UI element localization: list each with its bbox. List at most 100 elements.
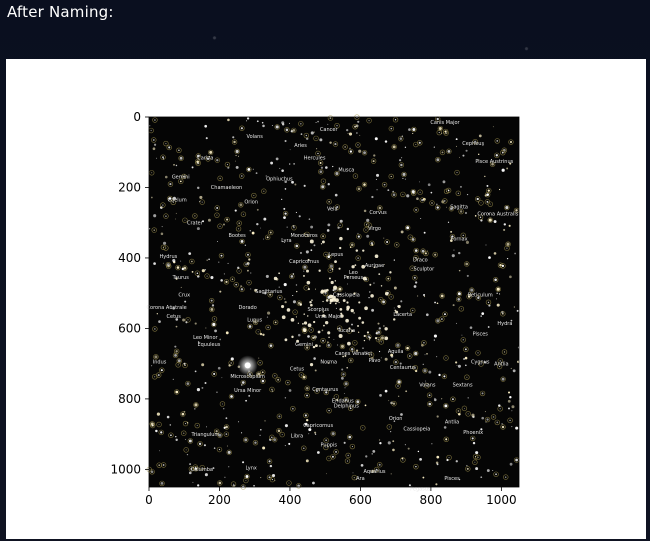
star xyxy=(393,259,395,261)
star xyxy=(515,458,518,462)
star xyxy=(234,160,236,162)
star xyxy=(197,341,200,343)
star xyxy=(503,228,506,232)
star xyxy=(348,132,353,136)
constellation-labels: Canis Major Cepheus Pisce Austrinus Corona … xyxy=(147,120,519,492)
star-marker xyxy=(266,458,273,465)
star xyxy=(268,460,271,463)
star xyxy=(226,218,229,221)
star xyxy=(369,283,372,286)
star xyxy=(336,205,339,209)
star xyxy=(498,188,501,191)
star xyxy=(201,386,204,389)
star-marker xyxy=(348,405,354,412)
star xyxy=(413,276,416,279)
star-marker xyxy=(393,359,399,365)
star xyxy=(509,275,512,279)
star-marker xyxy=(175,264,181,271)
star xyxy=(405,390,408,393)
star xyxy=(338,334,343,339)
star xyxy=(507,399,511,403)
star-marker xyxy=(320,337,326,344)
star xyxy=(357,325,359,327)
star-marker xyxy=(209,306,215,313)
star xyxy=(425,380,427,382)
star-marker xyxy=(388,125,395,132)
star xyxy=(305,386,309,390)
star xyxy=(307,335,310,338)
star xyxy=(385,291,389,296)
star-plot: Canis Major Cepheus Pisce Austrinus Corona … xyxy=(110,110,520,507)
star xyxy=(202,220,204,223)
star xyxy=(172,307,176,310)
star xyxy=(303,313,306,315)
star xyxy=(359,134,361,136)
star-marker xyxy=(478,361,484,367)
star xyxy=(377,331,381,334)
star xyxy=(217,366,221,370)
star xyxy=(245,479,247,482)
star-marker xyxy=(505,241,511,247)
star xyxy=(458,478,461,481)
constellation-label: Lynx xyxy=(245,465,256,471)
star xyxy=(474,456,477,458)
star-marker xyxy=(485,299,492,305)
star-marker xyxy=(395,342,401,348)
star-marker xyxy=(494,138,500,144)
star xyxy=(160,482,164,485)
star-marker xyxy=(166,144,172,151)
star xyxy=(515,426,519,430)
star xyxy=(310,303,313,307)
star xyxy=(373,154,376,157)
star-marker xyxy=(411,126,417,133)
y-tick-label: 0 xyxy=(133,110,141,124)
constellation-label: Cancer xyxy=(320,127,339,133)
star xyxy=(226,164,228,166)
constellation-label: Cassiopeia xyxy=(403,427,430,433)
star-marker xyxy=(243,477,249,484)
star xyxy=(475,451,479,455)
star-marker xyxy=(174,389,180,395)
star-marker xyxy=(404,345,411,351)
star xyxy=(452,304,455,307)
star xyxy=(218,261,220,263)
star xyxy=(328,458,330,459)
star xyxy=(346,227,350,231)
star xyxy=(204,473,208,477)
star xyxy=(191,260,193,263)
star xyxy=(390,431,392,433)
star xyxy=(327,331,331,335)
star xyxy=(337,226,340,229)
star-marker xyxy=(290,406,296,412)
star xyxy=(384,389,388,393)
star xyxy=(260,227,262,229)
star xyxy=(346,301,349,304)
star xyxy=(162,464,165,466)
star xyxy=(466,467,469,470)
star xyxy=(486,184,489,187)
star xyxy=(483,361,487,364)
star xyxy=(267,326,269,329)
star xyxy=(313,357,316,360)
star xyxy=(295,316,297,318)
star xyxy=(230,362,232,364)
star-marker xyxy=(217,175,223,182)
star xyxy=(346,305,350,310)
star-marker xyxy=(443,403,449,409)
star-marker xyxy=(334,170,340,177)
star-marker xyxy=(240,211,247,217)
star xyxy=(188,439,192,443)
star-marker xyxy=(192,213,198,219)
star xyxy=(264,420,266,422)
star xyxy=(480,315,482,317)
star xyxy=(335,172,339,176)
constellation-label: Centaurus xyxy=(390,365,416,371)
star xyxy=(318,269,321,272)
star xyxy=(338,267,341,270)
star xyxy=(233,140,236,144)
star xyxy=(308,428,312,432)
star xyxy=(322,180,324,182)
star-marker xyxy=(277,294,283,301)
star xyxy=(389,271,392,274)
star xyxy=(392,145,396,149)
